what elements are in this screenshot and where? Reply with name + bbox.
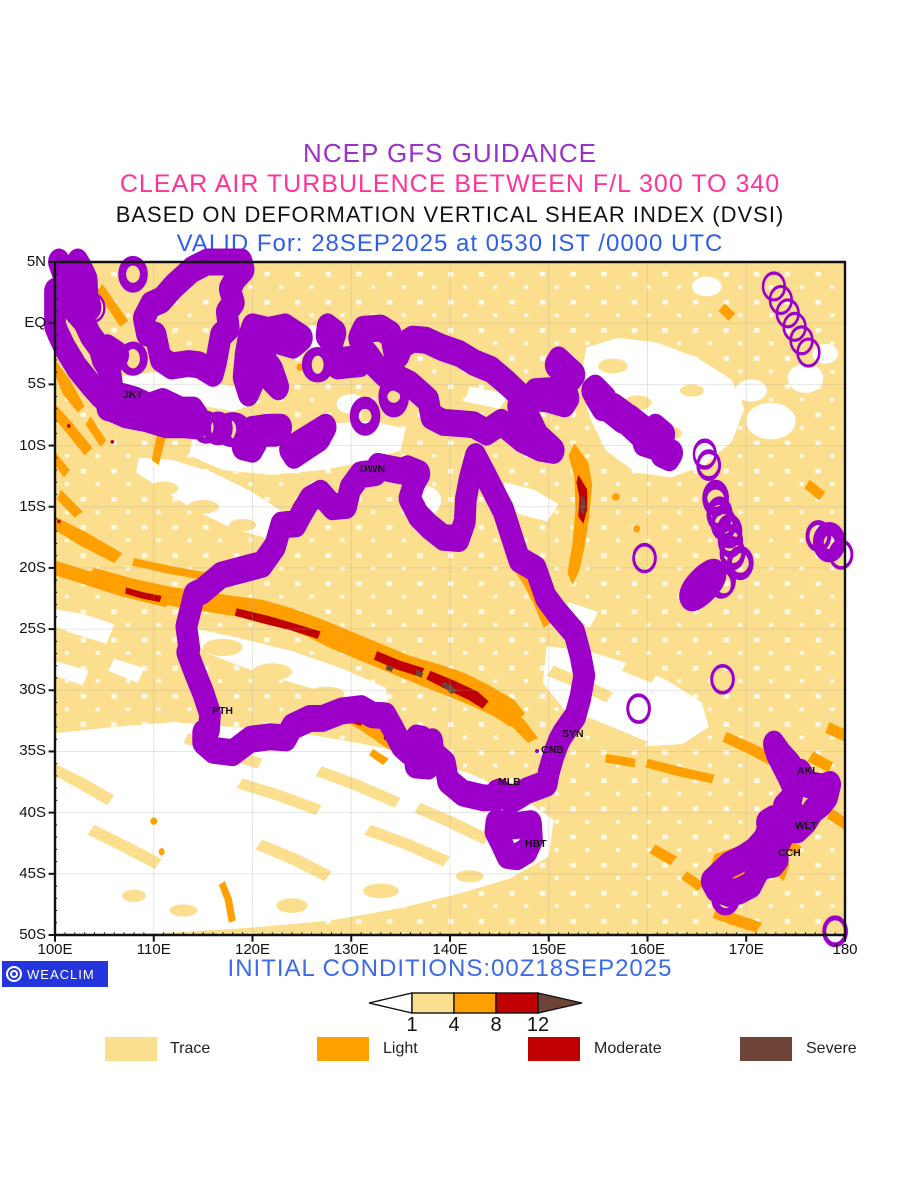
y-axis-label-25S: 25S	[19, 620, 46, 638]
legend-swatch-moderate	[528, 1037, 580, 1061]
colorbar-tick-12: 12	[526, 1014, 550, 1036]
x-axis-label-130E: 130E	[333, 941, 369, 958]
city-label-DWN: DWN	[360, 463, 386, 475]
city-marker-JKT	[117, 394, 121, 398]
weaclim-logo: WEACLIM	[2, 961, 108, 987]
legend-label-severe: Severe	[806, 1040, 857, 1057]
y-axis-label-EQ: EQ	[24, 314, 46, 332]
y-axis-label-20S: 20S	[19, 558, 46, 576]
weaclim-logo-text: WEACLIM	[27, 966, 95, 982]
city-label-AKL: AKL	[797, 765, 819, 777]
australia-coast	[175, 443, 596, 814]
x-axis-label-170E: 170E	[728, 941, 764, 958]
y-axis-label-40S: 40S	[19, 803, 46, 821]
valid-time-line: VALID For: 28SEP2025 at 0530 IST /0000 U…	[176, 230, 724, 257]
x-axis-label-150E: 150E	[531, 941, 567, 958]
turbulence-colorbar	[368, 992, 583, 1014]
colorbar-tick-1: 1	[406, 1014, 418, 1036]
x-axis-label-180: 180	[832, 941, 858, 958]
city-label-JKT: JKT	[123, 389, 143, 401]
colorbar-moderate-segment	[495, 992, 539, 1014]
nz-south-island-coast	[700, 805, 799, 907]
city-label-MLB: MLB	[498, 776, 521, 788]
page-title: NCEP GFS GUIDANCE	[303, 138, 597, 168]
nz-north-island-coast	[763, 730, 842, 844]
legend-swatch-trace	[105, 1037, 157, 1061]
weaclim-ring-icon	[6, 966, 22, 982]
city-label-SYN: SYN	[562, 728, 584, 740]
colorbar-light-segment	[453, 992, 497, 1014]
colorbar-trace-segment	[411, 992, 455, 1014]
legend-swatch-severe	[740, 1037, 792, 1061]
y-axis-label-10S: 10S	[19, 436, 46, 454]
map-canvas	[55, 262, 845, 935]
colorbar-tick-8: 8	[490, 1014, 502, 1036]
turbulence-map	[55, 262, 845, 935]
y-axis-label-15S: 15S	[19, 497, 46, 515]
legend-label-trace: Trace	[170, 1040, 211, 1057]
y-axis-label-5N: 5N	[26, 253, 46, 270]
legend-swatch-light	[317, 1037, 369, 1061]
legend-label-light: Light	[383, 1040, 418, 1057]
x-axis-label-100E: 100E	[37, 941, 73, 958]
subtitle-turbulence: CLEAR AIR TURBULENCE BETWEEN F/L 300 TO …	[119, 170, 781, 198]
city-marker-MLB	[492, 781, 496, 785]
y-axis-label-5S: 5S	[27, 375, 46, 393]
timor-coast	[279, 413, 337, 469]
map-frame	[55, 262, 845, 935]
city-marker-PTH	[206, 710, 210, 714]
y-axis-label-50S: 50S	[19, 925, 46, 943]
city-marker-AKL	[791, 770, 795, 774]
x-axis-label-140E: 140E	[432, 941, 468, 958]
tasmania-coast	[484, 808, 543, 871]
legend-label-moderate: Moderate	[594, 1040, 662, 1057]
city-marker-CCH	[772, 852, 776, 856]
java-coast	[96, 383, 210, 440]
colorbar-left-arrow	[368, 992, 413, 1014]
city-label-HBT: HBT	[525, 838, 547, 850]
city-label-WLT: WLT	[795, 820, 817, 832]
subtitle-index: BASED ON DEFORMATION VERTICAL SHEAR INDE…	[115, 202, 785, 227]
city-label-PTH: PTH	[212, 705, 233, 717]
city-label-CCH: CCH	[778, 847, 801, 859]
city-marker-WLT	[789, 825, 793, 829]
coastlines	[44, 248, 854, 948]
y-axis-label-35S: 35S	[19, 742, 46, 760]
city-marker-CNB	[535, 749, 539, 753]
y-axis-label-30S: 30S	[19, 681, 46, 699]
x-axis-label-160E: 160E	[629, 941, 666, 958]
x-axis-label-120E: 120E	[234, 941, 271, 958]
city-marker-HBT	[519, 843, 523, 847]
initial-conditions-line: INITIAL CONDITIONS:00Z18SEP2025	[227, 955, 673, 982]
city-marker-SYN	[556, 733, 560, 737]
severe-turbulence	[385, 494, 586, 694]
colorbar-severe-arrow	[537, 992, 583, 1014]
city-label-CNB: CNB	[541, 744, 564, 756]
x-axis-label-110E: 110E	[136, 941, 171, 958]
y-axis-label-45S: 45S	[19, 864, 46, 882]
colorbar-tick-4: 4	[448, 1014, 460, 1036]
borneo-coast	[133, 248, 255, 387]
city-marker-DWN	[354, 468, 358, 472]
malay-peninsula-coast	[48, 248, 102, 321]
